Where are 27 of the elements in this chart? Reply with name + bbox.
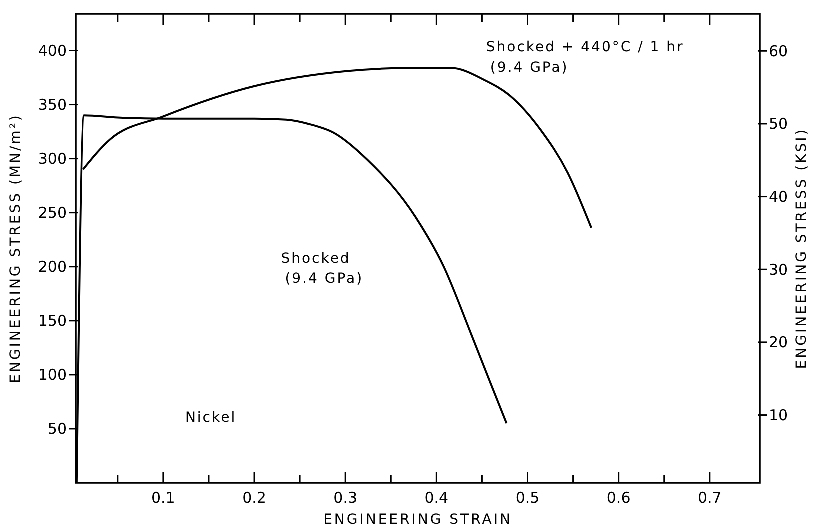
y2-axis-title: ENGINEERING STRESS (KSI) xyxy=(794,128,810,370)
annotation: Nickel xyxy=(185,410,237,426)
annotation: Shocked + 440°C / 1 hr (9.4 GPa) xyxy=(486,40,684,76)
x-tick-label: 0.7 xyxy=(698,489,722,507)
x-axis-title: ENGINEERING STRAIN xyxy=(324,512,512,528)
y-tick-label: 350 xyxy=(38,96,67,114)
y-axis-title: ENGINEERING STRESS (MN/m²) xyxy=(8,114,24,384)
y2-tick-label: 40 xyxy=(769,188,788,206)
y-tick-label: 100 xyxy=(38,366,67,384)
x-tick-label: 0.5 xyxy=(516,489,540,507)
y2-tick-label: 20 xyxy=(769,334,788,352)
y-tick-label: 150 xyxy=(38,312,67,330)
x-tick-label: 0.4 xyxy=(424,489,449,507)
y-tick-label: 50 xyxy=(48,420,67,438)
x-tick-label: 0.1 xyxy=(152,489,176,507)
y2-tick-label: 50 xyxy=(769,115,788,134)
y-tick-label: 250 xyxy=(38,204,67,222)
y-tick-label: 300 xyxy=(38,150,67,168)
x-tick-label: 0.3 xyxy=(334,489,358,507)
y-tick-label: 200 xyxy=(38,258,67,276)
y2-tick-label: 60 xyxy=(769,42,788,60)
y2-tick-label: 10 xyxy=(769,406,788,425)
x-tick-label: 0.6 xyxy=(606,489,631,507)
annotation: Shocked (9.4 GPa) xyxy=(281,250,364,288)
y2-tick-label: 30 xyxy=(769,260,788,279)
x-tick-label: 0.2 xyxy=(242,489,266,507)
y-tick-label: 400 xyxy=(38,42,67,60)
